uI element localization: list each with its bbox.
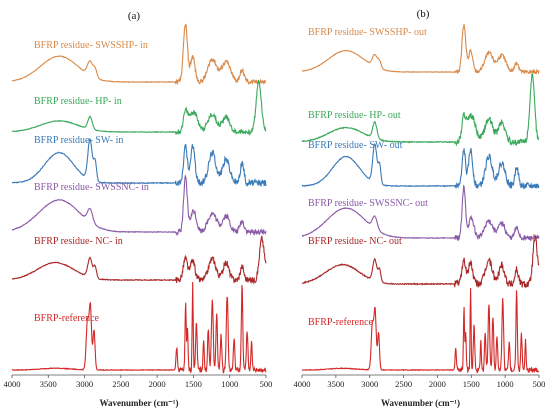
panel-a: (a) 4000 3500 3000 2500 2000 1500 1000 500 Wavenu… xyxy=(4,10,273,408)
series-label: BFRP residue- HP- out xyxy=(308,110,401,121)
series-line xyxy=(301,287,540,374)
series-line xyxy=(301,184,540,242)
x-tick-label: 4000 xyxy=(4,379,21,389)
panel-b: (b) 4000 3500 3000 2500 2000 1500 1000 500 Wavenu… xyxy=(294,8,546,408)
x-tick-label: 3500 xyxy=(327,379,344,389)
series-label: BFRP-reference xyxy=(34,313,100,324)
x-tick-label: 4000 xyxy=(294,379,311,389)
series-line xyxy=(11,281,267,374)
series-line xyxy=(12,137,267,187)
x-tick-label: 2000 xyxy=(149,379,166,389)
series-label: BFRP residue- SWSSHP- out xyxy=(308,27,427,38)
x-tick-label: 2500 xyxy=(395,379,412,389)
series-label: BFRP residue- SWSSHP- in xyxy=(34,40,148,51)
x-tick-label: 500 xyxy=(260,379,273,389)
series-label: BFRP residue- SWSSNC- in xyxy=(34,182,149,193)
series-line xyxy=(301,234,540,288)
x-tick-label: 1000 xyxy=(497,379,514,389)
x-tick-label: 1500 xyxy=(463,379,480,389)
x-tick-label: 3000 xyxy=(361,379,378,389)
series-label: BFRP residue- SWSSNC- out xyxy=(308,198,428,209)
series-label: BFRP residue- HP- in xyxy=(34,96,122,107)
x-axis-label: Wavenumber (cm⁻¹) xyxy=(99,398,178,408)
series-line xyxy=(11,23,267,86)
series-label: BFRP-reference xyxy=(308,317,374,328)
x-tick-label: 500 xyxy=(533,379,546,389)
x-axis-label: Wavenumber (cm⁻¹) xyxy=(381,398,460,408)
series-line xyxy=(301,73,540,147)
series-line xyxy=(301,143,540,190)
series-label: BFRP residue- SW- in xyxy=(34,135,123,146)
series-label: BFRP residue- SW- out xyxy=(308,140,403,151)
x-tick-label: 3000 xyxy=(76,379,93,389)
panel-label: (a) xyxy=(128,10,141,22)
panel-label: (b) xyxy=(417,8,430,20)
series-line xyxy=(11,235,267,285)
x-tick-label: 1500 xyxy=(185,379,202,389)
x-tick-label: 1000 xyxy=(221,379,238,389)
x-tick-label: 3500 xyxy=(40,379,57,389)
series-line xyxy=(11,173,267,237)
x-tick-label: 2500 xyxy=(112,379,129,389)
series-line xyxy=(11,79,267,136)
series-line xyxy=(302,23,540,75)
x-tick-label: 2000 xyxy=(429,379,446,389)
series-label: BFRP residue- NC- out xyxy=(308,236,402,247)
series-label: BFRP residue- NC- in xyxy=(34,236,123,247)
